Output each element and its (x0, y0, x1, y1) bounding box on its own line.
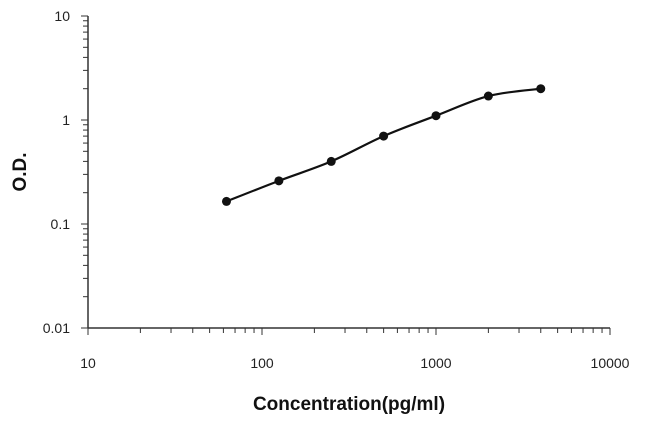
data-points (221, 84, 546, 206)
x-tick-label: 10 (80, 355, 96, 371)
data-point (431, 111, 441, 121)
y-tick-label: 1 (62, 112, 70, 128)
x-tick-label: 10000 (591, 355, 630, 371)
y-tick-label: 10 (54, 8, 70, 24)
x-tick-labels: 10 100 1000 10000 (80, 355, 629, 371)
y-axis-title: O.D. (10, 152, 31, 191)
data-point (221, 196, 231, 206)
data-point (326, 156, 336, 166)
data-point (483, 91, 493, 101)
data-point (379, 131, 389, 141)
axes (87, 16, 610, 329)
y-tick-label: 0.01 (43, 320, 70, 336)
x-tick-label: 100 (250, 355, 274, 371)
x-tick-label: 1000 (420, 355, 451, 371)
data-point (274, 176, 284, 186)
ticks (81, 15, 611, 335)
x-axis-title: Concentration(pg/ml) (253, 394, 445, 415)
y-tick-label: 0.1 (51, 216, 71, 232)
data-point (536, 84, 546, 94)
fit-curve (226, 87, 541, 203)
y-tick-labels: 10 1 0.1 0.01 (43, 8, 70, 336)
